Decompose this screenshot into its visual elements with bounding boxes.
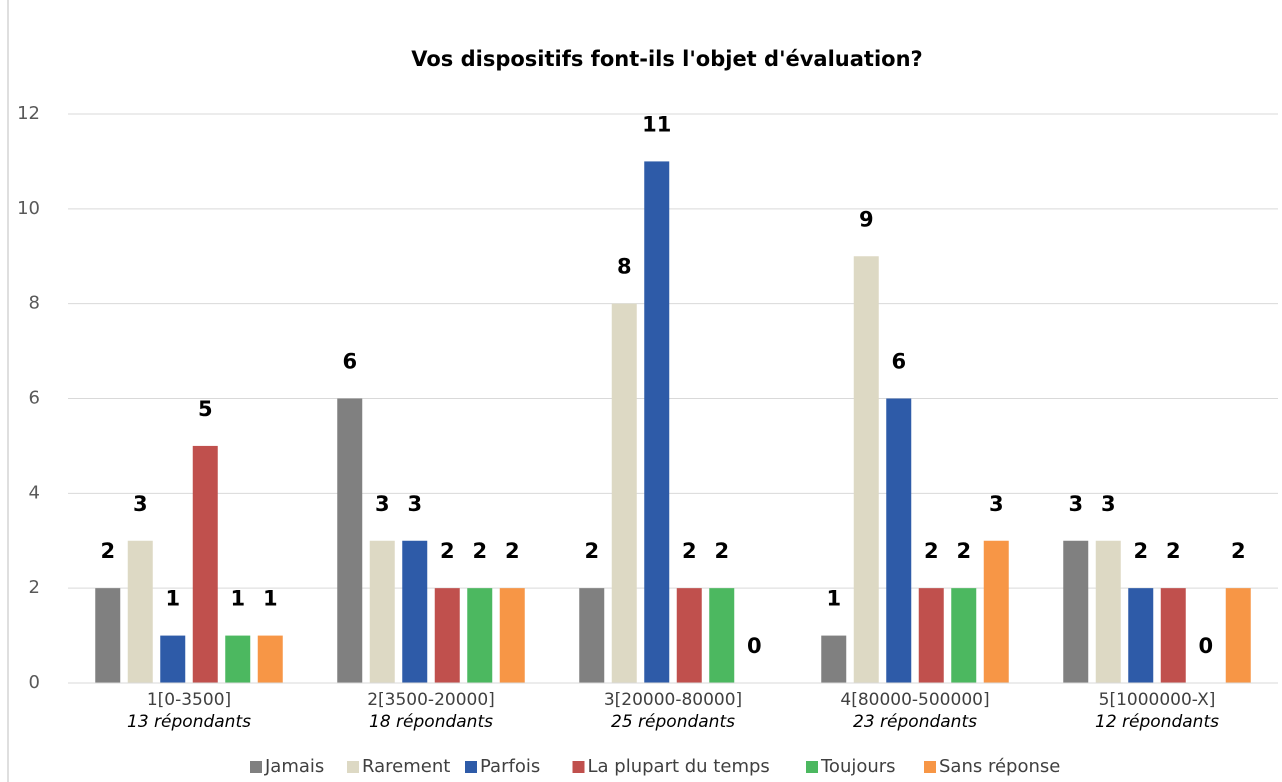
value-label: 2 (100, 539, 115, 563)
bar (644, 161, 670, 683)
bar (676, 588, 702, 683)
value-label: 6 (342, 350, 357, 374)
value-label: 0 (1198, 634, 1213, 658)
bar (1095, 540, 1121, 683)
y-tick-label: 2 (29, 577, 40, 598)
value-label: 3 (375, 492, 390, 516)
value-label: 2 (505, 539, 520, 563)
legend-label: Jamais (264, 756, 324, 777)
y-tick-label: 12 (17, 103, 40, 124)
y-tick-label: 0 (29, 672, 40, 693)
bar (709, 588, 735, 683)
bar (499, 588, 525, 683)
value-label: 2 (1231, 539, 1246, 563)
bar (369, 540, 395, 683)
bar (225, 635, 251, 683)
value-label: 2 (440, 539, 455, 563)
x-tick-sublabel: 23 répondants (853, 712, 977, 732)
legend-label: Sans réponse (939, 756, 1060, 777)
legend-label: Rarement (362, 756, 450, 777)
value-label: 2 (584, 539, 599, 563)
bar (918, 588, 944, 683)
bar (611, 303, 637, 683)
bar (257, 635, 283, 683)
value-label: 2 (682, 539, 697, 563)
value-label: 3 (133, 492, 148, 516)
value-label: 2 (472, 539, 487, 563)
legend-label: Toujours (820, 756, 896, 777)
x-tick-label: 1[0-3500] (147, 690, 231, 710)
bar (579, 588, 605, 683)
bar (402, 540, 428, 683)
legend-swatch (250, 761, 262, 773)
value-label: 1 (263, 587, 278, 611)
value-label: 11 (642, 112, 671, 136)
x-tick-label: 4[80000-500000] (840, 690, 989, 710)
value-label: 5 (198, 397, 213, 421)
chart-title: Vos dispositifs font-ils l'objet d'évalu… (411, 47, 922, 71)
value-label: 2 (924, 539, 939, 563)
y-tick-label: 6 (29, 388, 40, 409)
bar (886, 398, 912, 683)
bar (1225, 588, 1251, 683)
bar (821, 635, 847, 683)
bar (951, 588, 977, 683)
y-tick-label: 8 (29, 293, 40, 314)
value-label: 2 (956, 539, 971, 563)
legend-label: Parfois (480, 756, 540, 777)
value-label: 1 (230, 587, 245, 611)
value-label: 6 (891, 350, 906, 374)
legend-swatch (347, 761, 359, 773)
x-tick-label: 2[3500-20000] (367, 690, 495, 710)
bar (1160, 588, 1186, 683)
x-tick-label: 3[20000-80000] (604, 690, 742, 710)
bar (983, 540, 1009, 683)
legend-swatch (924, 761, 936, 773)
value-label: 1 (165, 587, 180, 611)
bar (127, 540, 153, 683)
bar (1128, 588, 1154, 683)
y-tick-label: 4 (29, 482, 40, 503)
value-label: 3 (1068, 492, 1083, 516)
bar (95, 588, 121, 683)
bar (1063, 540, 1089, 683)
x-tick-sublabel: 18 répondants (369, 712, 493, 732)
legend-swatch (806, 761, 818, 773)
value-label: 8 (617, 255, 632, 279)
value-label: 1 (826, 587, 841, 611)
x-tick-sublabel: 12 répondants (1095, 712, 1219, 732)
value-label: 9 (859, 207, 874, 231)
legend-swatch (572, 761, 585, 773)
x-tick-label: 5[1000000-X] (1099, 690, 1216, 710)
value-label: 2 (1166, 539, 1181, 563)
y-tick-label: 10 (17, 198, 40, 219)
bar (192, 445, 218, 683)
value-label: 2 (714, 539, 729, 563)
x-tick-sublabel: 13 répondants (127, 712, 251, 732)
bar (434, 588, 460, 683)
x-tick-sublabel: 25 répondants (611, 712, 735, 732)
bar (467, 588, 493, 683)
value-label: 0 (747, 634, 762, 658)
bar (853, 256, 879, 683)
value-label: 3 (1101, 492, 1116, 516)
legend-label: La plupart du temps (588, 756, 770, 777)
legend-swatch (465, 761, 477, 773)
value-label: 3 (407, 492, 422, 516)
value-label: 2 (1133, 539, 1148, 563)
bar (337, 398, 363, 683)
value-label: 3 (989, 492, 1004, 516)
bar (160, 635, 186, 683)
